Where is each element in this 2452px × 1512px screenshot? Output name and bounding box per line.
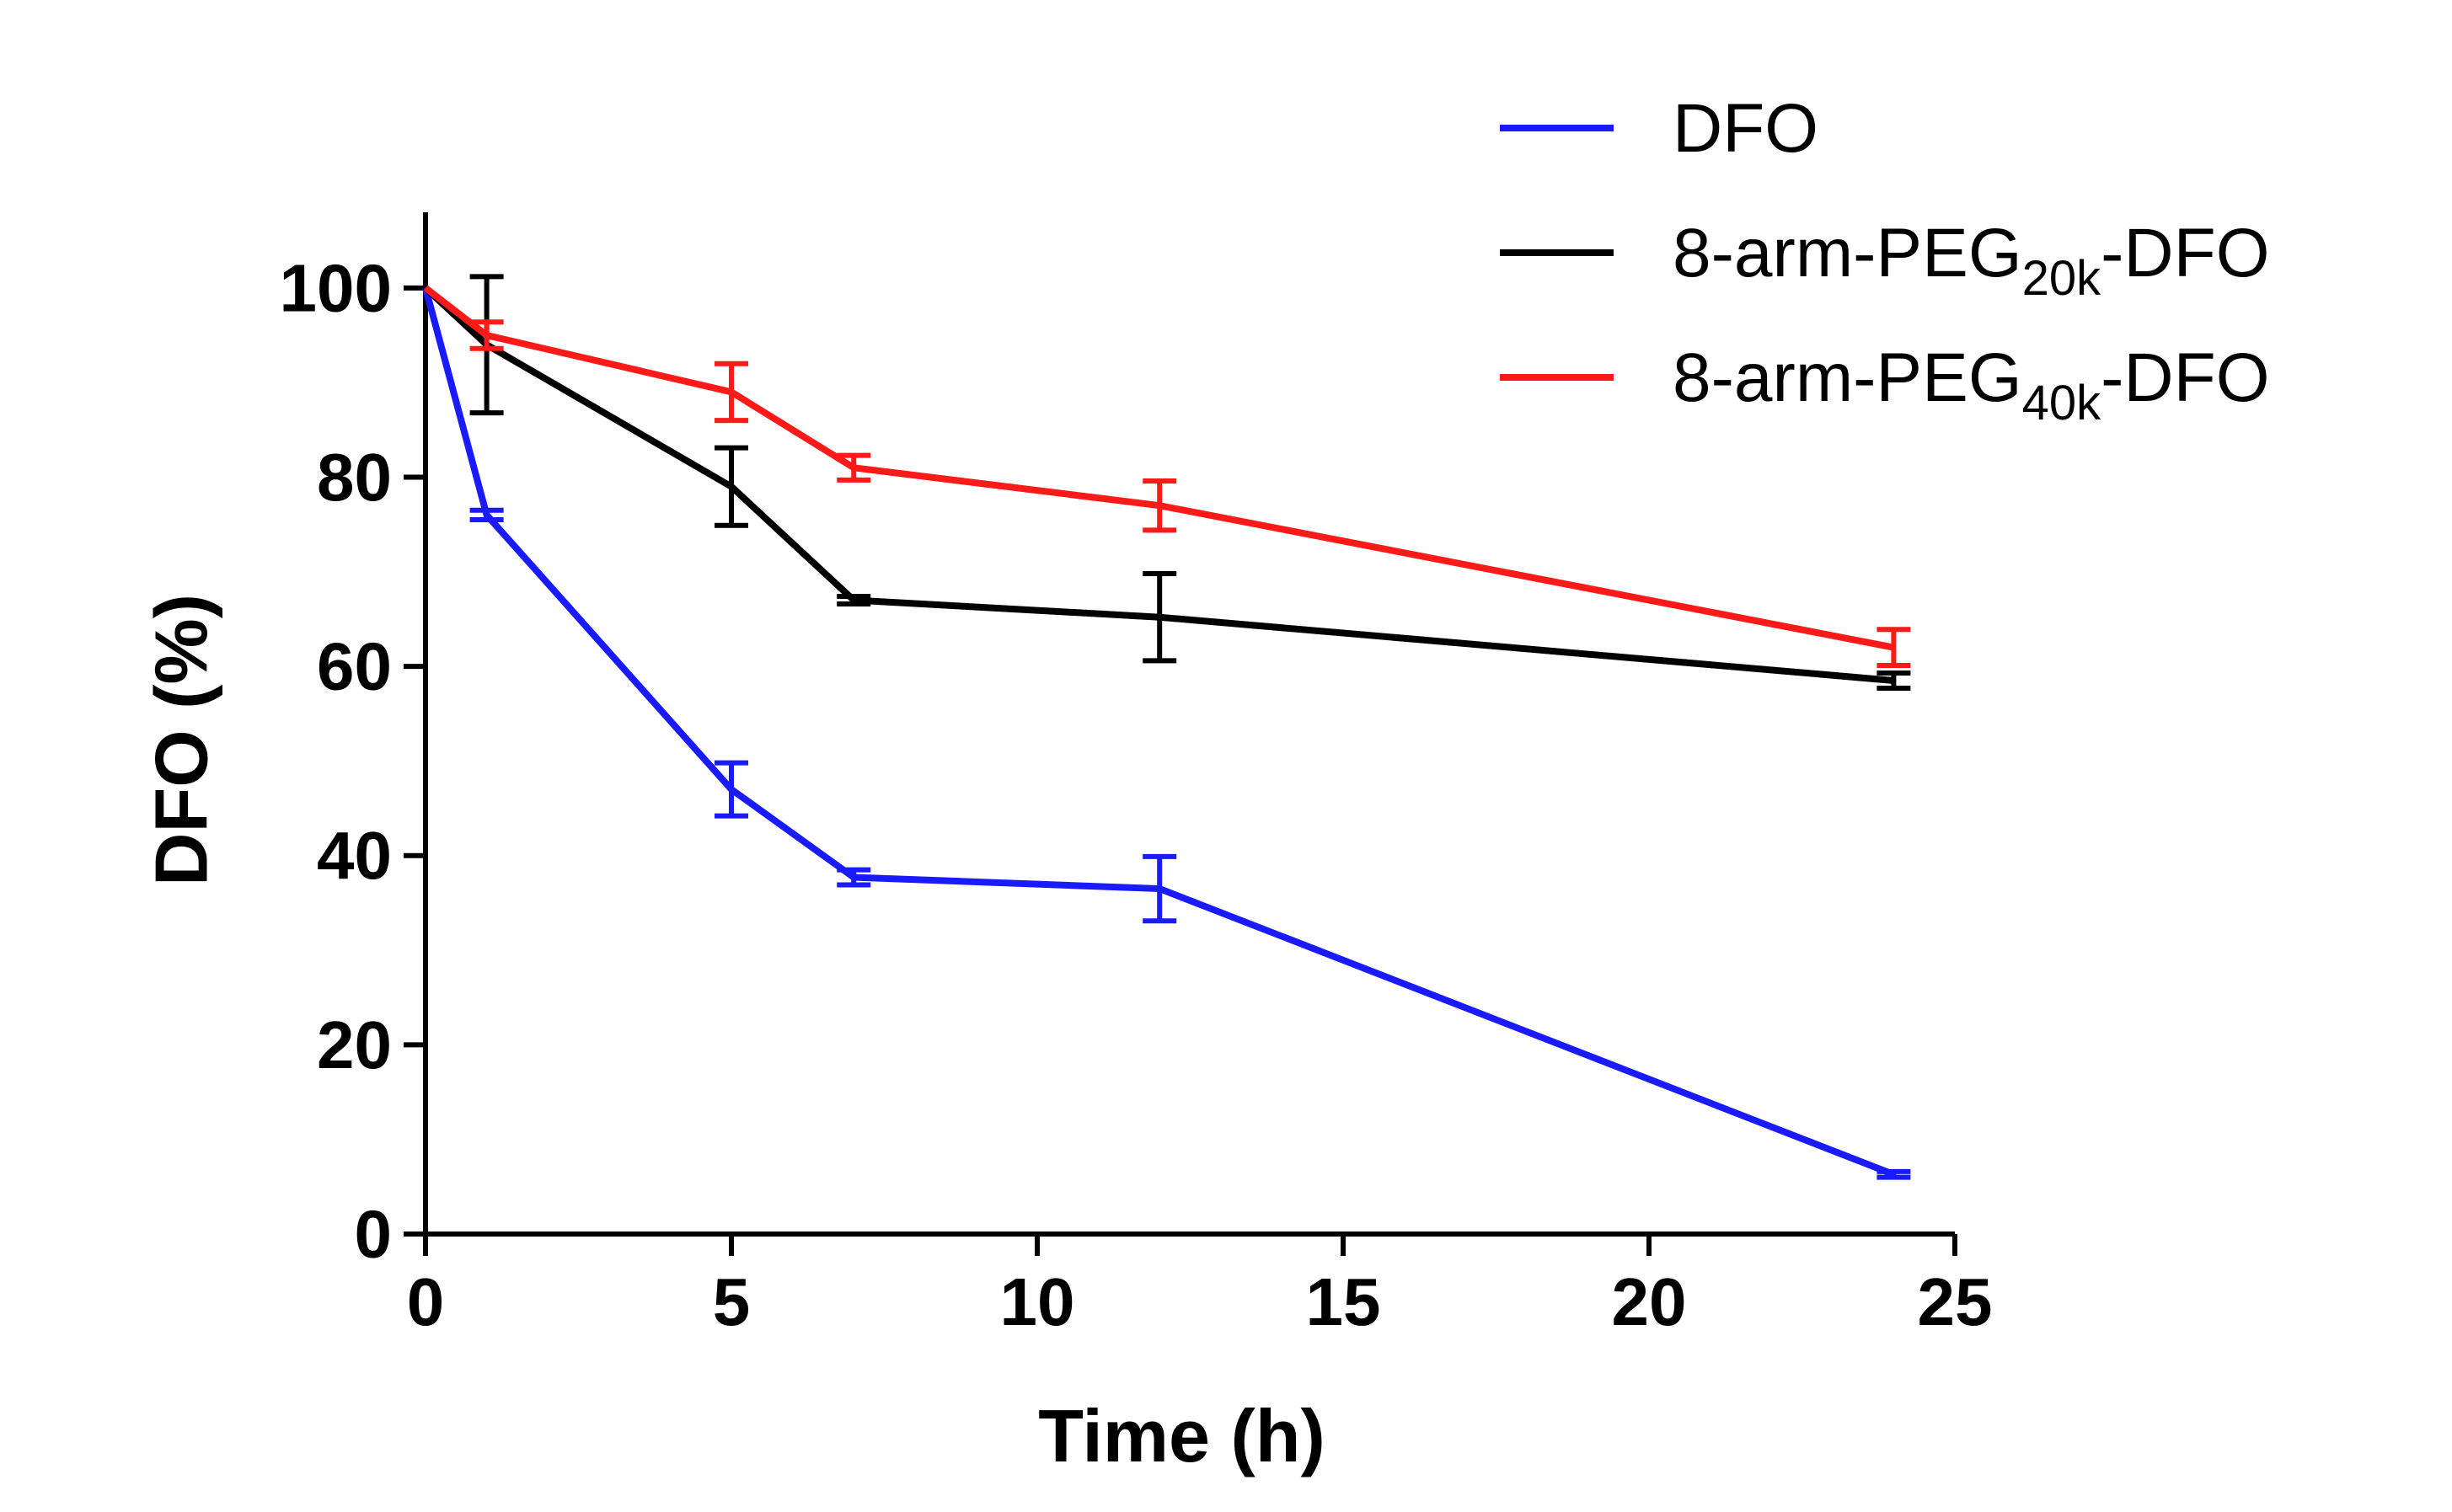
error-bar xyxy=(715,445,748,528)
y-axis-title: DFO (%) xyxy=(140,594,223,886)
x-tick-label: 15 xyxy=(1306,1264,1381,1339)
y-tick-label: 100 xyxy=(280,250,392,325)
legend-label: 8-arm-PEG40k-DFO xyxy=(1673,339,2270,430)
legend-label: 8-arm-PEG20k-DFO xyxy=(1673,215,2270,306)
x-tick-label: 0 xyxy=(407,1264,445,1339)
series-line xyxy=(423,285,1894,684)
legend-item-2: 8-arm-PEG20k-DFO xyxy=(1500,215,2270,306)
x-tick-label: 5 xyxy=(713,1264,751,1339)
axes: 0 20 40 60 80 100 0 5 10 15 20 25 Time (h) DFO (%) xyxy=(140,212,1993,1477)
series-3 xyxy=(423,285,1911,668)
legend-item-3: 8-arm-PEG40k-DFO xyxy=(1500,339,2270,430)
error-bar xyxy=(715,760,748,819)
x-axis-title: Time (h) xyxy=(1038,1394,1325,1477)
error-bar xyxy=(1143,571,1177,664)
error-bar xyxy=(1143,853,1177,924)
series-2 xyxy=(423,274,1911,691)
series-group xyxy=(422,274,1911,1180)
error-bar xyxy=(1876,670,1911,691)
series-line xyxy=(423,285,1895,651)
x-tick-label: 20 xyxy=(1612,1264,1687,1339)
y-tick-label: 0 xyxy=(355,1197,393,1272)
series-line xyxy=(422,286,1895,1178)
legend-label: DFO xyxy=(1673,90,1818,167)
y-tick-label: 60 xyxy=(317,629,392,704)
error-bar xyxy=(1143,478,1177,533)
error-bar xyxy=(837,867,871,888)
y-tick-label: 80 xyxy=(317,440,392,515)
x-tick-label: 10 xyxy=(1000,1264,1075,1339)
legend-item-1: DFO xyxy=(1500,90,1818,167)
error-bar xyxy=(1876,627,1911,668)
x-tick-label: 25 xyxy=(1918,1264,1993,1339)
legend: DFO 8-arm-PEG20k-DFO 8-arm-PEG40k-DFO xyxy=(1500,90,2270,430)
error-bar xyxy=(837,452,871,483)
error-bar xyxy=(715,361,748,424)
y-tick-label: 40 xyxy=(317,818,392,893)
error-bar xyxy=(469,319,504,351)
error-bar xyxy=(1876,1168,1911,1180)
error-bar xyxy=(837,593,871,606)
y-tick-label: 20 xyxy=(317,1007,392,1082)
series-1 xyxy=(422,286,1911,1180)
error-bar xyxy=(469,507,504,523)
